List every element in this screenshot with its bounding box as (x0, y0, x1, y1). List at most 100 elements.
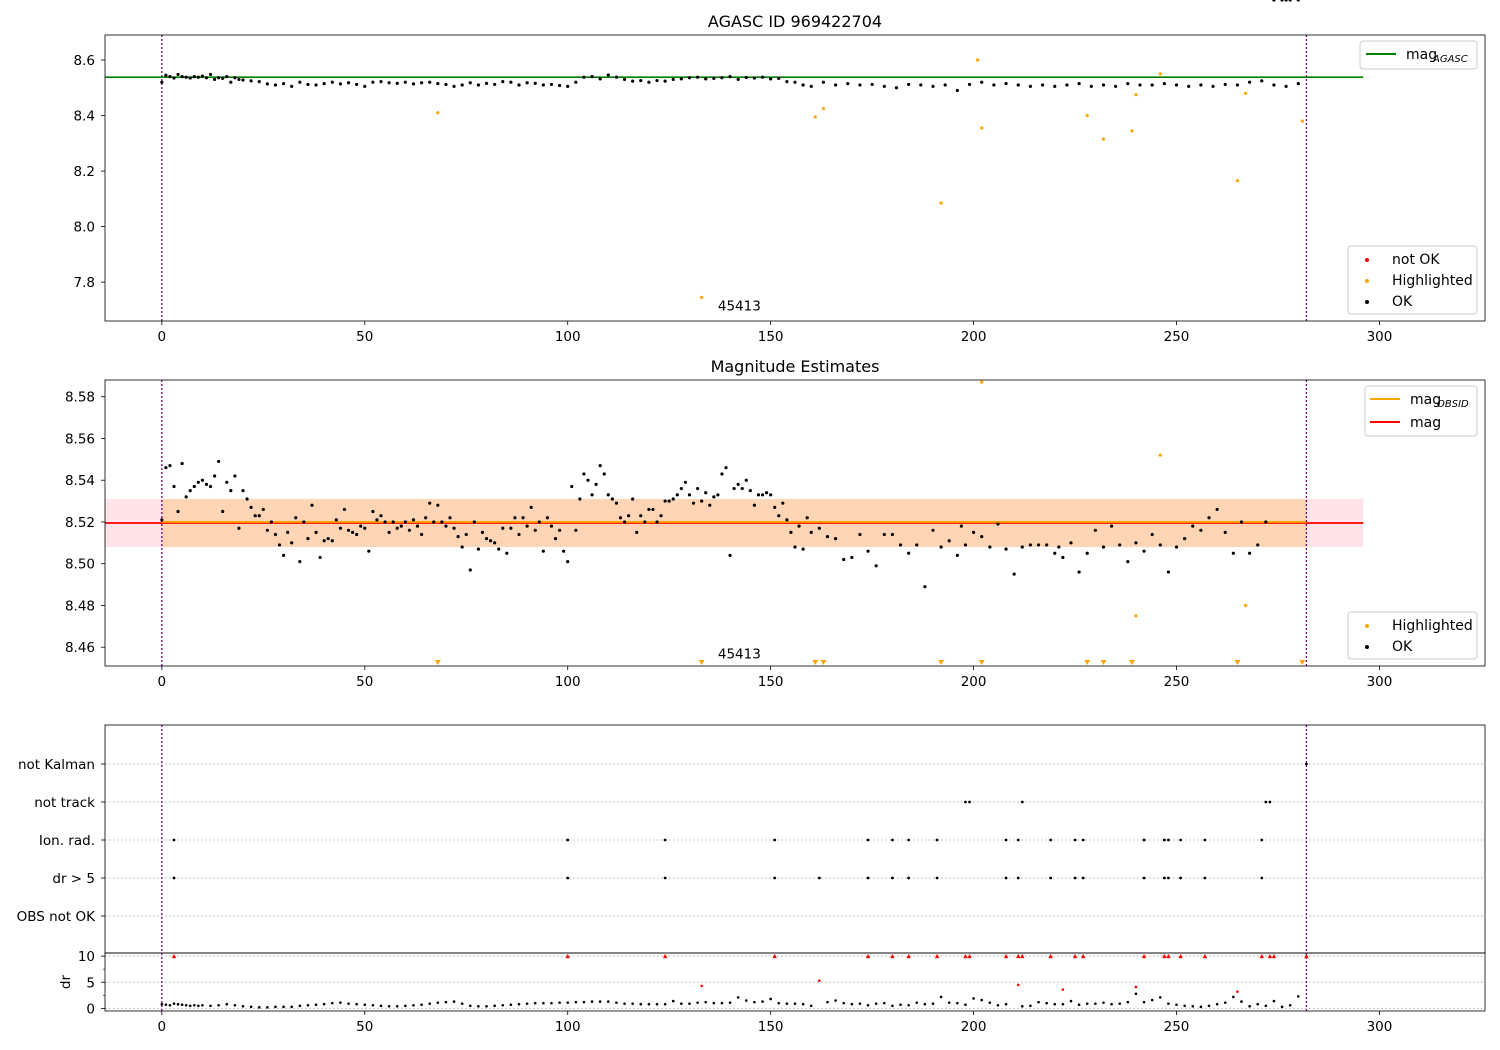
ok-point (440, 520, 444, 524)
dr-ok-point (1288, 1003, 1292, 1007)
dr-ok-point (1085, 1002, 1089, 1005)
y-tick-label-1: 8.58 (65, 390, 95, 406)
y-tick-label-1: 8.54 (65, 473, 95, 489)
dr-clipped-marker (1003, 953, 1009, 959)
out-of-range-marker (812, 660, 819, 665)
dr-ok-point (809, 1004, 813, 1008)
ok-point (229, 489, 233, 493)
dr-ok-point (347, 1002, 350, 1005)
dr-ok-point (1264, 1004, 1268, 1008)
flag-point (1260, 876, 1264, 880)
flag-point (1049, 876, 1053, 880)
ok-point (212, 474, 217, 478)
dr-ok-point (314, 1003, 318, 1007)
highlighted-point (1085, 113, 1089, 118)
dr-clipped-marker (1259, 953, 1264, 959)
dr-ok-point (322, 1002, 326, 1006)
ok-point (281, 81, 286, 86)
y-tick-label-0: 7.8 (74, 275, 95, 291)
ok-point (842, 557, 846, 562)
axes-frame-0 (104, 34, 1486, 322)
dr-ok-point (1142, 1000, 1146, 1004)
ok-point (225, 480, 229, 484)
ok-point (436, 503, 440, 507)
ok-point (655, 520, 659, 524)
highlighted-point (1134, 93, 1138, 97)
dr-ok-point (444, 1000, 448, 1004)
ok-point (947, 539, 951, 543)
dr-ok-point (899, 1003, 902, 1007)
ok-point (1053, 551, 1057, 555)
ok-point (1134, 541, 1138, 545)
ok-point (196, 480, 200, 484)
ok-point (756, 493, 761, 497)
ok-point (769, 77, 773, 81)
out-of-range-marker (978, 660, 985, 665)
dr-ok-point (1126, 1000, 1130, 1004)
ok-point (1260, 79, 1264, 83)
dr-ok-point (164, 1003, 168, 1007)
ok-point (1207, 516, 1211, 520)
ok-point (704, 491, 708, 495)
dr-ok-point (197, 1004, 200, 1008)
dr-ok-point (217, 1003, 220, 1007)
ok-point (371, 509, 375, 514)
ok-point (192, 484, 196, 489)
ok-point (180, 75, 184, 79)
highlighted-point (700, 295, 704, 299)
ok-point (1089, 84, 1093, 88)
dr-ok-point (1150, 998, 1154, 1002)
highlighted-point (1243, 603, 1248, 608)
ok-point (245, 497, 249, 501)
legend-ok-marker (1365, 300, 1369, 304)
ok-point (874, 564, 878, 568)
x-tick-label-3: 0 (158, 1019, 167, 1035)
ok-point (639, 514, 643, 518)
ok-point (249, 505, 253, 509)
dr-clipped-marker (1202, 953, 1208, 959)
flag-category-label: not track (34, 795, 95, 811)
ok-point (501, 80, 505, 84)
dr-clipped-marker (963, 953, 968, 959)
ok-point (915, 543, 919, 547)
flag-point (773, 876, 777, 880)
ok-point (1280, 0, 1284, 2)
ok-point (695, 75, 700, 79)
x-tick-label-1: 200 (961, 674, 987, 690)
ok-point (1101, 83, 1106, 87)
flags-panel: not Kalman not track Ion. rad. dr > 5 OBS no… (17, 724, 1486, 954)
ok-point (1028, 543, 1033, 547)
ok-point (168, 75, 172, 79)
flag-point (1179, 876, 1182, 880)
axes-frame-2 (104, 724, 1486, 954)
flag-point (1260, 838, 1264, 842)
flag-point (907, 838, 911, 842)
flag-point (866, 838, 870, 842)
ok-point (610, 497, 614, 501)
ok-point (647, 507, 651, 512)
ok-point (606, 493, 610, 497)
ok-point (1077, 81, 1081, 86)
flag-point (566, 838, 570, 842)
dr-clipped-marker (1080, 953, 1086, 959)
y-tick-label-3: 0 (86, 1001, 95, 1017)
ok-point (1296, 0, 1300, 2)
dr-ok-point (793, 1002, 797, 1005)
ok-point (777, 514, 781, 518)
dr-ok-point (566, 1001, 570, 1004)
flag-point (172, 876, 176, 880)
dr-ok-point (168, 1003, 172, 1007)
ok-point (424, 516, 428, 520)
ok-point (533, 528, 537, 532)
highlighted-point (1101, 137, 1106, 141)
flag-point (1203, 838, 1207, 842)
highlighted-point (1235, 179, 1240, 183)
flag-point (1081, 838, 1085, 842)
ok-point (943, 83, 947, 87)
ok-point (460, 545, 464, 549)
dr-not-ok-point (700, 984, 703, 988)
ok-point (1036, 543, 1041, 547)
ok-point (452, 526, 456, 530)
ok-point (346, 81, 351, 85)
ok-point (521, 516, 525, 520)
